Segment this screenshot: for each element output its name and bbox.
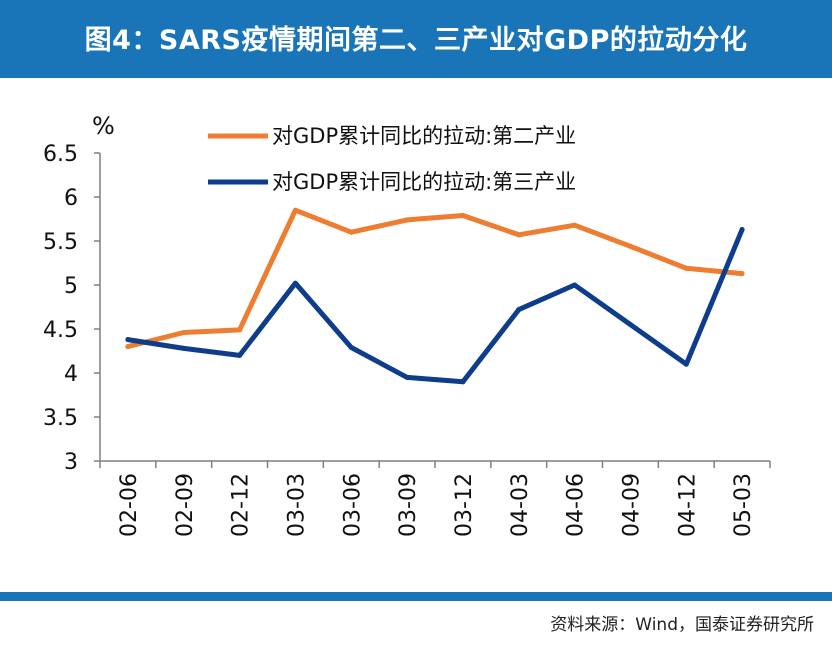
- x-tick-label: 05-03: [731, 473, 756, 537]
- data-point: [516, 232, 522, 238]
- legend-label: 对GDP累计同比的拉动:第二产业: [272, 124, 576, 148]
- data-point: [125, 337, 131, 343]
- data-point: [739, 271, 745, 277]
- x-tick-label: 04-03: [508, 473, 533, 537]
- data-point: [739, 227, 745, 233]
- x-tick-label: 02-06: [117, 473, 142, 537]
- x-tick-label: 02-09: [173, 473, 198, 537]
- data-point: [627, 243, 633, 249]
- data-point: [404, 374, 410, 380]
- data-point: [348, 344, 354, 350]
- data-point: [683, 265, 689, 271]
- y-tick-label: 5.5: [43, 230, 78, 255]
- data-point: [572, 282, 578, 288]
- data-point: [181, 330, 187, 336]
- x-tick-label: 04-06: [564, 473, 589, 537]
- y-tick-label: 3: [64, 450, 78, 475]
- y-tick-label: 4: [64, 362, 78, 387]
- data-point: [292, 207, 298, 213]
- legend-label: 对GDP累计同比的拉动:第三产业: [272, 170, 576, 194]
- y-unit-label: %: [92, 112, 115, 140]
- x-tick-label: 04-09: [619, 473, 644, 537]
- y-tick-label: 6.5: [43, 142, 78, 167]
- y-tick-label: 6: [64, 186, 78, 211]
- data-point: [237, 352, 243, 358]
- data-point: [572, 222, 578, 228]
- x-tick-label: 03-03: [284, 473, 309, 537]
- chart-title: 图4：SARS疫情期间第二、三产业对GDP的拉动分化: [84, 25, 748, 56]
- title-banner: 图4：SARS疫情期间第二、三产业对GDP的拉动分化: [0, 0, 832, 78]
- y-tick-label: 5: [64, 274, 78, 299]
- footer-rule: [0, 592, 832, 601]
- x-tick-label: 03-12: [452, 473, 477, 537]
- y-tick-label: 3.5: [43, 406, 78, 431]
- x-tick-label: 04-12: [675, 473, 700, 537]
- series-line-secondary-industry: [125, 207, 745, 350]
- data-point: [460, 212, 466, 218]
- x-tick-label: 03-06: [340, 473, 365, 537]
- data-point: [348, 229, 354, 235]
- source-note: 资料来源：Wind，国泰证券研究所: [550, 615, 814, 635]
- series-line-tertiary-industry: [125, 227, 745, 385]
- data-point: [125, 344, 131, 350]
- data-point: [181, 345, 187, 351]
- axes: 3 3.5 4 4.5 5 5.5 6 6.5% 02-06 02-09 02-12 03-03 03-…: [43, 112, 771, 537]
- series-layer: [125, 207, 745, 385]
- data-point: [683, 361, 689, 367]
- data-point: [404, 217, 410, 223]
- data-point: [237, 327, 243, 333]
- y-tick-label: 4.5: [43, 318, 78, 343]
- data-point: [627, 322, 633, 328]
- data-point: [516, 307, 522, 313]
- x-tick-label: 02-12: [229, 473, 254, 537]
- x-tick-label: 03-09: [396, 473, 421, 537]
- data-point: [292, 280, 298, 286]
- line-chart: 3 3.5 4 4.5 5 5.5 6 6.5% 02-06 02-09 02-12 03-03 03-…: [43, 112, 771, 537]
- data-point: [460, 379, 466, 385]
